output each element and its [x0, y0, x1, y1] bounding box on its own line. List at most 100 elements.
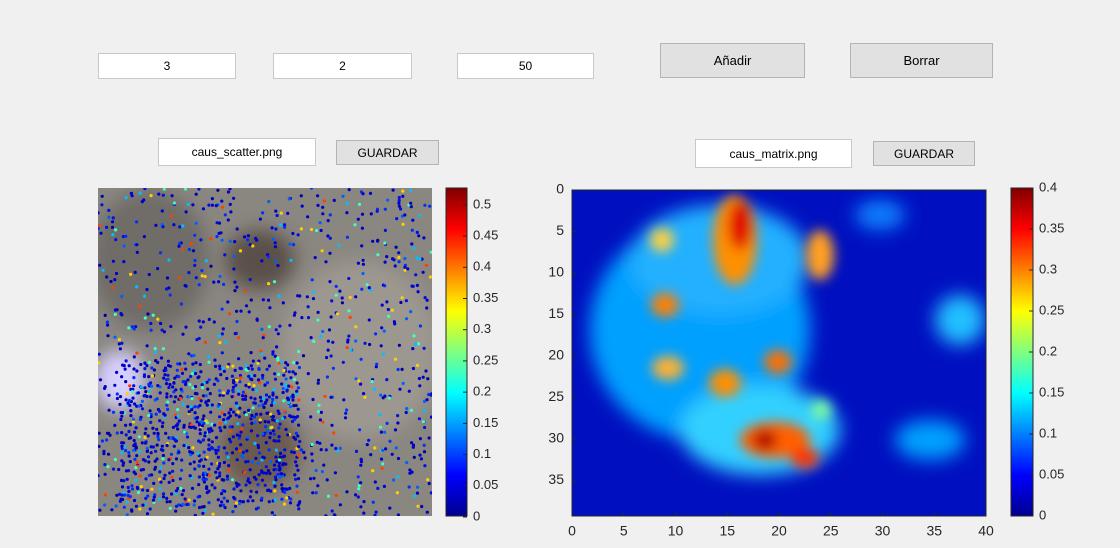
scatter-dot	[112, 411, 115, 414]
scatter-dot	[173, 445, 176, 448]
scatter-dot	[157, 438, 160, 441]
scatter-dot	[260, 328, 263, 331]
scatter-dot	[316, 319, 319, 322]
scatter-dot	[217, 334, 220, 337]
scatter-dot	[413, 456, 416, 459]
scatter-dot	[269, 413, 272, 416]
scatter-dot	[336, 312, 339, 315]
scatter-dot	[216, 476, 219, 479]
scatter-dot	[177, 451, 180, 454]
scatter-dot	[294, 438, 297, 441]
scatter-dot	[218, 367, 221, 370]
scatter-dot	[217, 446, 220, 449]
scatter-dot	[398, 205, 401, 208]
scatter-dot	[181, 372, 184, 375]
scatter-dot	[182, 444, 185, 447]
app-window: 3 2 50 Añadir Borrar caus_scatter.png GU…	[0, 0, 1120, 548]
scatter-dot	[219, 422, 222, 425]
scatter-dot	[413, 494, 416, 497]
scatter-dot	[219, 429, 222, 432]
scatter-dot	[376, 210, 379, 213]
scatter-dot	[146, 447, 149, 450]
scatter-dot	[383, 485, 386, 488]
scatter-dot	[199, 326, 202, 329]
scatter-dot	[160, 356, 163, 359]
scatter-dot	[115, 272, 118, 275]
scatter-dot	[197, 483, 200, 486]
scatter-dot	[424, 296, 427, 299]
scatter-dot	[383, 395, 386, 398]
scatter-dot	[217, 280, 220, 283]
scatter-dot	[226, 475, 229, 478]
scatter-dot	[156, 318, 159, 321]
scatter-dot	[426, 511, 429, 514]
scatter-dot	[224, 341, 227, 344]
scatter-dot	[188, 248, 191, 251]
scatter-dot	[189, 375, 192, 378]
scatter-dot	[261, 479, 264, 482]
scatter-dot	[327, 340, 330, 343]
scatter-dot	[144, 427, 147, 430]
scatter-dot	[181, 333, 184, 336]
scatter-dot	[143, 235, 146, 238]
scatter-dot	[229, 430, 232, 433]
scatter-dot	[260, 352, 263, 355]
scatter-dot	[416, 486, 419, 489]
scatter-dot	[409, 202, 412, 205]
scatter-dot	[219, 275, 222, 278]
scatter-dot	[200, 269, 203, 272]
scatter-dot	[141, 504, 144, 507]
scatter-dot	[265, 441, 268, 444]
scatter-dot	[271, 511, 274, 514]
scatter-dot	[234, 505, 237, 508]
scatter-dot	[169, 437, 172, 440]
scatter-dot	[221, 239, 224, 242]
scatter-dot	[369, 453, 372, 456]
scatter-dot	[206, 381, 209, 384]
scatter-dot	[264, 425, 267, 428]
scatter-dot	[409, 310, 412, 313]
scatter-dot	[112, 260, 115, 263]
scatter-dot	[161, 209, 164, 212]
scatter-dot	[144, 390, 147, 393]
scatter-dot	[276, 264, 279, 267]
scatter-dot	[270, 404, 273, 407]
scatter-dot	[323, 395, 326, 398]
scatter-dot	[297, 445, 300, 448]
scatter-dot	[383, 284, 386, 287]
scatter-dot	[268, 472, 271, 475]
scatter-dot	[229, 210, 232, 213]
scatter-dot	[218, 389, 221, 392]
scatter-dot	[286, 212, 289, 215]
scatter-dot	[257, 444, 260, 447]
scatter-dot	[265, 472, 268, 475]
scatter-dot	[161, 445, 164, 448]
scatter-dot	[232, 255, 235, 258]
scatter-dot	[155, 413, 158, 416]
scatter-dot	[357, 218, 360, 221]
scatter-dot	[181, 503, 184, 506]
colorbar-tick-label: 0.4	[473, 259, 491, 274]
scatter-dot	[197, 375, 200, 378]
scatter-dot	[222, 504, 225, 507]
scatter-dot	[285, 377, 288, 380]
scatter-dot	[328, 252, 331, 255]
scatter-dot	[250, 414, 253, 417]
scatter-dot	[226, 500, 229, 503]
scatter-dot	[127, 486, 130, 489]
scatter-dot	[159, 466, 162, 469]
scatter-dot	[345, 490, 348, 493]
scatter-dot	[119, 418, 122, 421]
scatter-dot	[199, 238, 202, 241]
scatter-dot	[108, 409, 111, 412]
scatter-dot	[420, 457, 423, 460]
scatter-dot	[114, 313, 117, 316]
scatter-dot	[353, 223, 356, 226]
scatter-dot	[171, 462, 174, 465]
scatter-dot	[153, 468, 156, 471]
scatter-dot	[225, 452, 228, 455]
scatter-dot	[219, 373, 222, 376]
scatter-dot	[198, 404, 201, 407]
scatter-dot	[235, 402, 238, 405]
scatter-dot	[270, 426, 273, 429]
